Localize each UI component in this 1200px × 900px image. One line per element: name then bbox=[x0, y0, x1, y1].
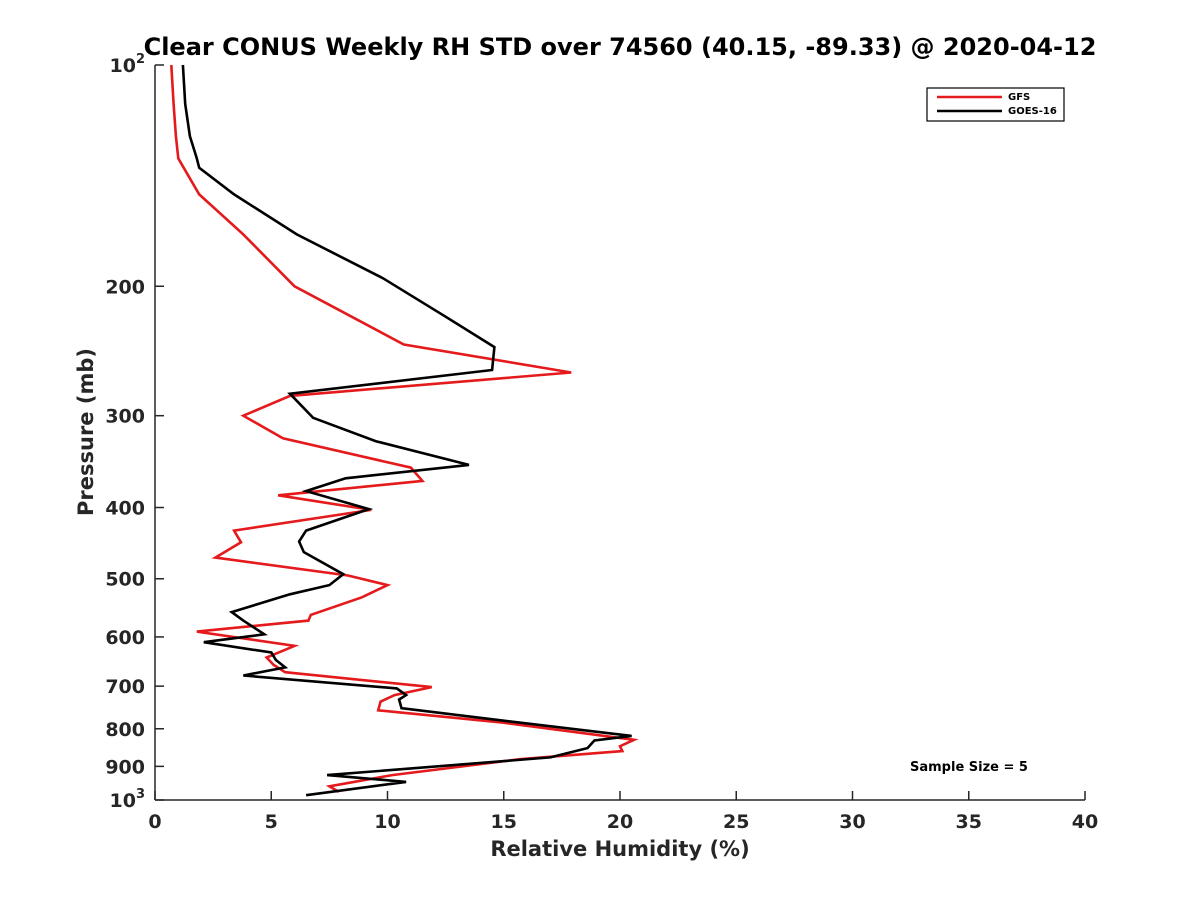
x-ticks: 0 5 10 15 20 25 30 35 40 bbox=[148, 791, 1098, 833]
series-line-gfs bbox=[170, 64, 639, 794]
y-tick-label: 300 bbox=[105, 406, 145, 428]
y-axis-label: Pressure (mb) bbox=[74, 348, 98, 516]
y-tick-label: 103 bbox=[110, 787, 146, 812]
x-tick-label: 40 bbox=[1072, 811, 1098, 833]
legend: GFS GOES-16 bbox=[926, 87, 1065, 122]
y-tick-label: 700 bbox=[105, 676, 145, 698]
legend-box bbox=[926, 87, 1065, 122]
legend-label-gfs: GFS bbox=[1008, 92, 1030, 103]
series-line-goes16 bbox=[181, 64, 632, 797]
y-tick-label: 800 bbox=[105, 719, 145, 741]
x-tick-label: 10 bbox=[374, 811, 400, 833]
x-tick-label: 0 bbox=[148, 811, 161, 833]
y-tick-label: 400 bbox=[105, 498, 145, 520]
legend-label-goes16: GOES-16 bbox=[1008, 106, 1057, 117]
x-tick-label: 15 bbox=[491, 811, 517, 833]
x-tick-label: 35 bbox=[956, 811, 982, 833]
y-tick-label: 600 bbox=[105, 627, 145, 649]
x-tick-label: 20 bbox=[607, 811, 633, 833]
plot-area bbox=[154, 65, 1085, 801]
y-tick-label: 200 bbox=[105, 276, 145, 298]
series-lines bbox=[170, 64, 639, 797]
chart-title: Clear CONUS Weekly RH STD over 74560 (40… bbox=[144, 33, 1097, 61]
y-tick-label: 102 bbox=[110, 52, 146, 77]
y-ticks: 102 200 300 400 500 600 700 800 900 103 bbox=[105, 52, 164, 812]
x-tick-label: 30 bbox=[839, 811, 865, 833]
sample-size-annotation: Sample Size = 5 bbox=[910, 760, 1028, 775]
x-tick-label: 25 bbox=[723, 811, 749, 833]
y-tick-label: 900 bbox=[105, 756, 145, 778]
y-tick-label: 500 bbox=[105, 569, 145, 591]
x-tick-label: 5 bbox=[265, 811, 278, 833]
x-axis-label: Relative Humidity (%) bbox=[490, 837, 749, 861]
